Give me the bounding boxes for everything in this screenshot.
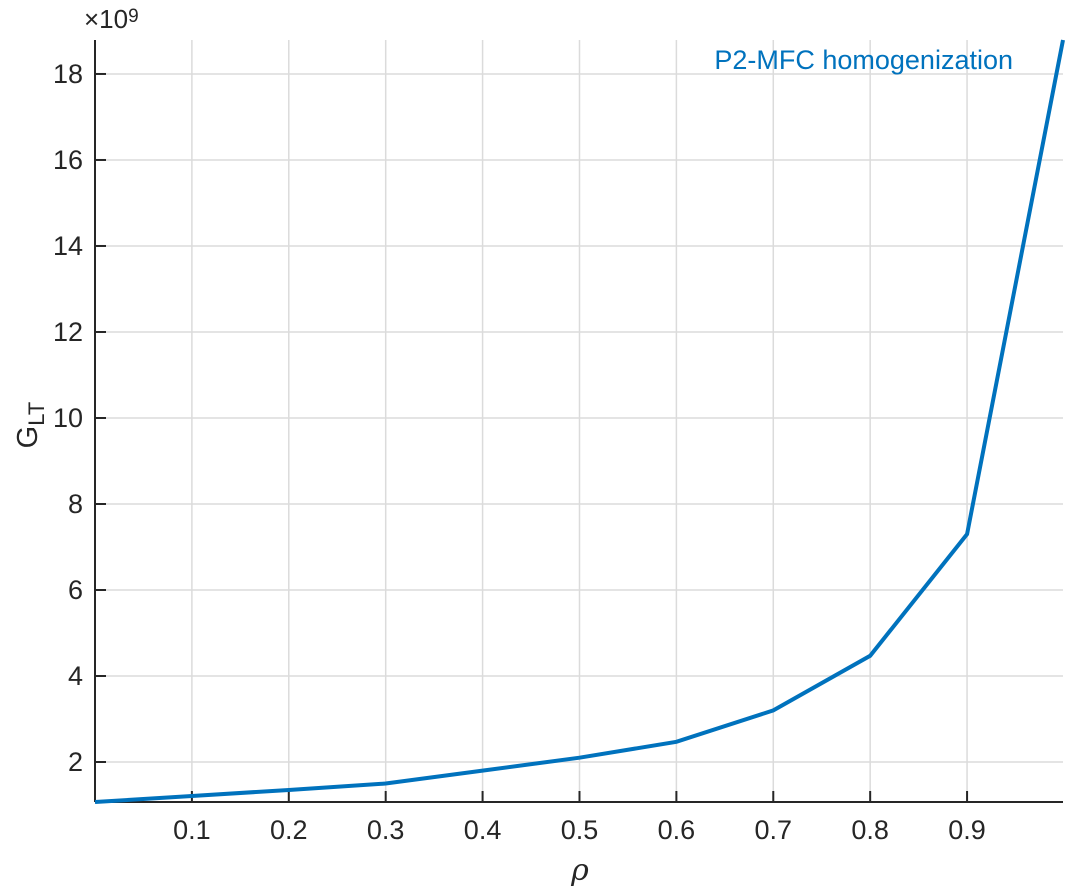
x-tick-label: 0.8 — [851, 815, 889, 845]
y-tick-label: 16 — [52, 144, 83, 175]
x-tick-label: 0.6 — [657, 815, 696, 845]
x-tick-label: 0.2 — [270, 815, 308, 845]
x-axis-title: ρ — [571, 853, 589, 888]
x-tick-label: 0.1 — [173, 815, 211, 845]
series-line-p2-mfc — [94, 39, 1065, 804]
y-tick-label: 6 — [67, 574, 83, 605]
x-tick-label: 0.5 — [560, 815, 599, 845]
x-tick-label: 0.4 — [463, 815, 502, 845]
x-tick-label: 0.7 — [754, 815, 793, 845]
multiplier-base: ×10 — [84, 4, 129, 34]
y-tick-label: 12 — [52, 316, 83, 347]
x-tick-label: 0.3 — [366, 815, 405, 845]
y-tick-label: 14 — [52, 230, 83, 261]
y-tick-label: 2 — [67, 747, 83, 777]
x-tick-label: 0.9 — [948, 815, 986, 845]
y-tick-label: 4 — [67, 661, 83, 691]
multiplier-exponent: 9 — [128, 6, 139, 27]
y-tick-label: 8 — [67, 488, 83, 519]
y-tick-label: 10 — [52, 402, 83, 433]
legend-entry-p2-mfc: P2-MFC homogenization — [714, 45, 1013, 75]
y-tick-label: 18 — [52, 58, 83, 89]
y-axis-exponent-multiplier: ×109 — [84, 4, 139, 35]
